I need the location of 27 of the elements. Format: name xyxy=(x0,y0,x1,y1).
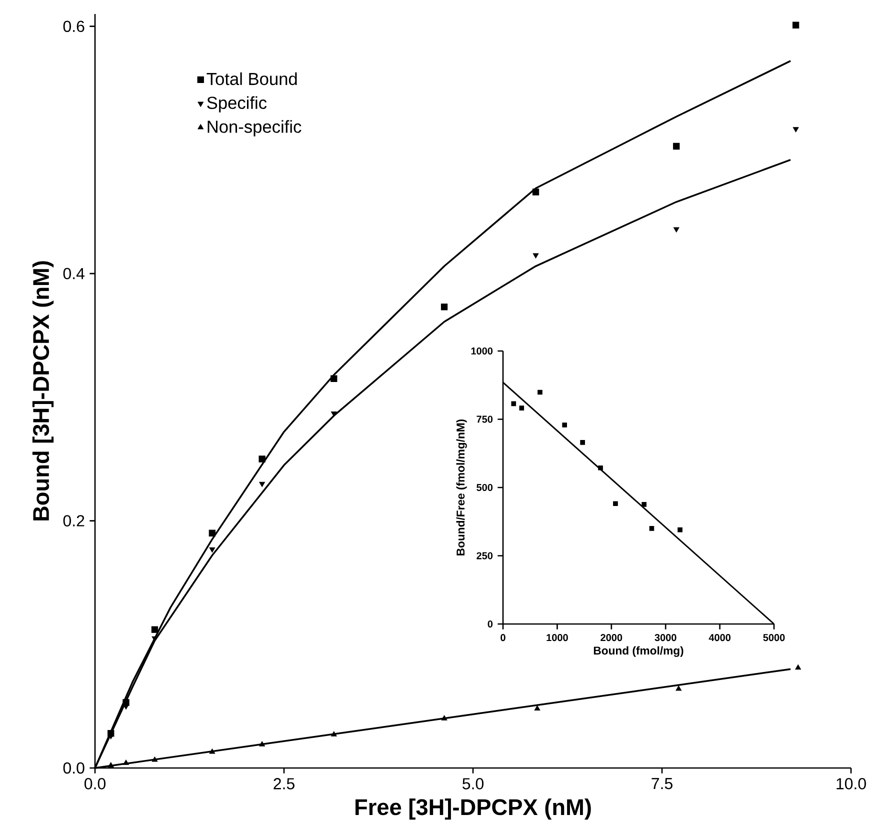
y-tick-label: 0 xyxy=(488,620,493,628)
legend-label: Non-specific xyxy=(208,120,302,136)
x-tick-label: 0.0 xyxy=(84,778,106,790)
legend-label: Total Bound xyxy=(206,72,297,86)
x-tick-label: 0 xyxy=(500,634,506,642)
x-tick-label: 10.0 xyxy=(836,778,866,790)
x-tick-label: 1000 xyxy=(546,634,568,642)
y-axis-title: Bound [3H]-DPCPX (nM) xyxy=(32,261,54,520)
y-tick-label: 0.4 xyxy=(63,268,84,280)
x-tick-label: 3000 xyxy=(654,634,676,642)
x-tick-label: 4000 xyxy=(708,634,731,642)
y-tick-label: 750 xyxy=(476,416,493,423)
x-tick-label: 2.5 xyxy=(274,778,294,790)
y-tick-label: 500 xyxy=(476,484,493,492)
legend-label: Specific xyxy=(207,96,267,112)
y-axis-title: Bound/Free (fmol/mg/nM) xyxy=(456,419,467,556)
y-tick-label: 0.6 xyxy=(63,20,84,32)
x-tick-label: 7.5 xyxy=(652,778,672,790)
y-tick-label: 0.0 xyxy=(63,762,84,774)
y-tick-label: 0.2 xyxy=(63,515,84,526)
x-axis-title: Free [3H]-DPCPX (nM) xyxy=(356,798,591,820)
x-tick-label: 2000 xyxy=(600,634,622,642)
x-axis-title: Bound (fmol/mg) xyxy=(594,646,684,657)
y-tick-label: 1000 xyxy=(471,347,493,355)
y-tick-label: 250 xyxy=(476,552,493,560)
x-tick-label: 5000 xyxy=(763,634,785,642)
x-tick-label: 5.0 xyxy=(462,778,484,790)
